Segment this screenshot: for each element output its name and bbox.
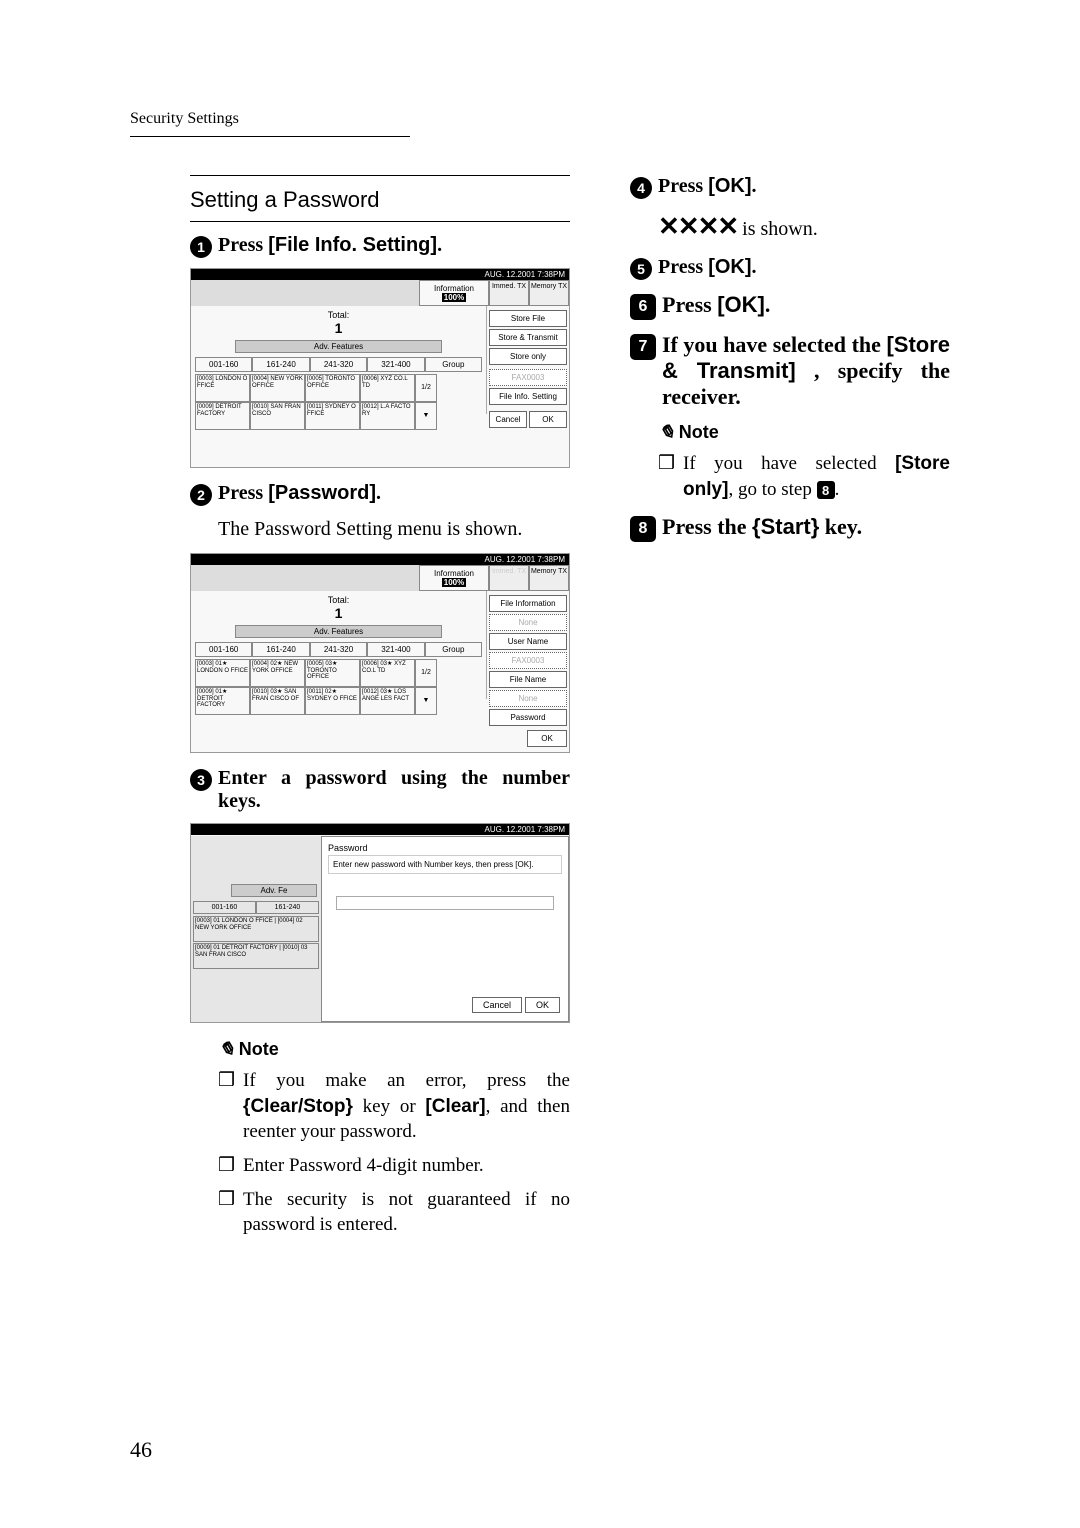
note-item-1: ❒ If you make an error, press the {Clear… [218, 1068, 570, 1145]
right-column: 4 Press [OK]. ✕✕✕✕ is shown. 5 Press [OK… [630, 175, 950, 1246]
step-2: 2 Press [Password]. The Password Setting… [190, 482, 570, 753]
step-num-3: 3 [190, 769, 212, 791]
note-heading: ✎ Note [218, 1037, 570, 1062]
page-number: 46 [130, 1437, 152, 1463]
step-num-4: 4 [630, 177, 652, 199]
screenshot-1: AUG. 12.2001 7:38PM Information100% Imme… [190, 268, 570, 468]
step-num-5: 5 [630, 258, 652, 280]
step-num-1: 1 [190, 236, 212, 258]
big-step-num-8: 8 [630, 516, 656, 542]
left-column: Setting a Password 1 Press [File Info. S… [190, 175, 570, 1246]
big-step-6: 6 Press [OK]. [630, 292, 950, 320]
note-item-3: ❒ The security is not guaranteed if no p… [218, 1187, 570, 1238]
screenshot-2: AUG. 12.2001 7:38PM Information100% Imme… [190, 553, 570, 753]
step-num-2: 2 [190, 484, 212, 506]
section-title: Setting a Password [190, 179, 570, 213]
big-step-num-6: 6 [630, 294, 656, 320]
note-item-2: ❒ Enter Password 4-digit number. [218, 1153, 570, 1179]
big-step-num-7: 7 [630, 334, 656, 360]
content: Setting a Password 1 Press [File Info. S… [190, 175, 950, 1246]
note-item-right: ❒ If you have selected [Store only], go … [658, 451, 950, 502]
step-5: 5 Press [OK]. [630, 256, 950, 280]
step-1: 1 Press [File Info. Setting]. AUG. 12.20… [190, 234, 570, 468]
screenshot-3: AUG. 12.2001 7:38PM Adv. Fe 001-160161-2… [190, 823, 570, 1023]
note-icon: ✎ [216, 1037, 237, 1062]
note-heading-right: ✎ Note [658, 420, 950, 445]
big-step-7: 7 If you have selected the [Store & Tran… [630, 332, 950, 502]
note-icon: ✎ [656, 420, 677, 445]
step-3: 3 Enter a password using the number keys… [190, 767, 570, 1023]
big-step-8: 8 Press the {Start} key. [630, 514, 950, 542]
step-4: 4 Press [OK]. ✕✕✕✕ is shown. [630, 175, 950, 244]
page-header: Security Settings [130, 110, 410, 137]
